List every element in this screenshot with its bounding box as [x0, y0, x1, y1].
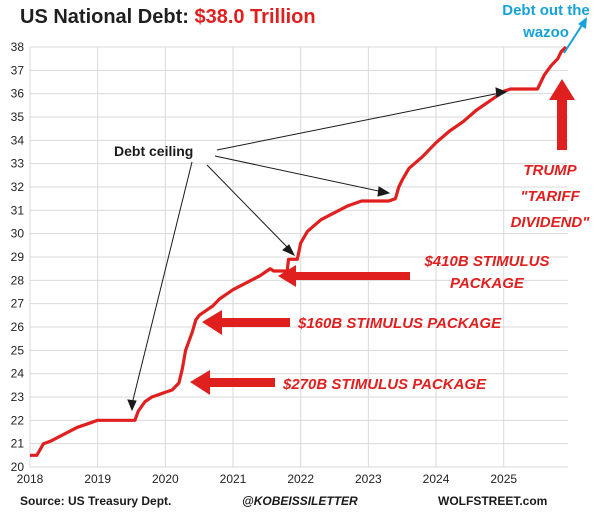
y-tick-label: 28	[11, 273, 25, 287]
y-tick-label: 22	[11, 413, 25, 427]
wazoo-label: Debt out the wazoo	[502, 2, 590, 41]
stimulus-160b-label: $160B STIMULUS PACKAGE	[298, 315, 502, 332]
stimulus-410b-line2: PACKAGE	[450, 275, 524, 292]
y-tick-label: 32	[11, 180, 25, 194]
wazoo-arrow	[563, 17, 587, 54]
x-tick-label: 2023	[355, 472, 382, 486]
y-axis-ticks: 20 21 22 23 24 25 26 27 28 29 30 31 32 33 34 35 36 37 38	[11, 40, 25, 474]
y-tick-label: 36	[11, 87, 25, 101]
trump-tariff-label: TRUMP "TARIFF DIVIDEND"	[500, 158, 600, 236]
chart-title: US National Debt: $38.0 Trillion	[20, 6, 316, 28]
y-tick-label: 21	[11, 437, 25, 451]
source-note: Source: US Treasury Dept.	[20, 494, 172, 508]
x-tick-label: 2022	[287, 472, 314, 486]
arrow-160b	[202, 310, 290, 335]
y-tick-label: 24	[11, 367, 25, 381]
x-axis-ticks: 2018 2019 2020 2021 2022 2023 2024 2025	[17, 472, 518, 486]
y-tick-label: 33	[11, 157, 25, 171]
trump-line3: DIVIDEND"	[510, 214, 590, 231]
stimulus-410b-line1: $410B STIMULUS	[424, 253, 550, 270]
x-tick-label: 2024	[423, 472, 450, 486]
debt-ceiling-pointers	[127, 87, 508, 412]
y-tick-label: 38	[11, 40, 25, 54]
x-tick-label: 2021	[220, 472, 247, 486]
arrow-trump	[549, 79, 575, 150]
y-tick-label: 29	[11, 250, 25, 264]
y-tick-label: 30	[11, 227, 25, 241]
y-tick-label: 27	[11, 297, 25, 311]
stimulus-arrows	[190, 79, 575, 395]
ceiling-pointer-2021	[206, 164, 291, 251]
ceiling-arrowhead-2019	[127, 399, 137, 412]
ceiling-pointer-2025	[216, 92, 501, 151]
y-tick-label: 37	[11, 63, 25, 77]
twitter-handle: @KOBEISSILETTER	[242, 494, 358, 508]
x-tick-label: 2025	[490, 472, 517, 486]
stimulus-270b-label: $270B STIMULUS PACKAGE	[283, 376, 487, 393]
site-credit: WOLFSTREET.com	[438, 494, 548, 508]
y-tick-label: 31	[11, 203, 25, 217]
ceiling-arrowhead-2025	[495, 87, 508, 98]
x-tick-label: 2019	[84, 472, 111, 486]
y-tick-label: 20	[11, 460, 25, 474]
ceiling-pointer-2019	[131, 161, 193, 405]
ceiling-arrowhead-2023	[377, 186, 391, 197]
y-tick-label: 26	[11, 320, 25, 334]
trump-line1: TRUMP	[523, 162, 577, 179]
y-tick-label: 23	[11, 390, 25, 404]
chart-grid	[29, 46, 568, 468]
stimulus-410b-label: $410B STIMULUS PACKAGE	[412, 251, 562, 295]
arrow-270b	[190, 370, 275, 395]
y-tick-label: 35	[11, 110, 25, 124]
trump-line2: "TARIFF	[520, 188, 580, 205]
y-tick-label: 34	[11, 133, 25, 147]
debt-amount: $38.0 Trillion	[194, 6, 316, 28]
ceiling-pointer-2023	[214, 155, 384, 193]
debt-ceiling-label: Debt ceiling	[114, 143, 194, 159]
y-tick-label: 25	[11, 343, 25, 357]
x-tick-label: 2018	[17, 472, 44, 486]
x-tick-label: 2020	[152, 472, 179, 486]
arrow-410b	[278, 265, 410, 287]
ceiling-arrowhead-2021	[282, 244, 296, 257]
